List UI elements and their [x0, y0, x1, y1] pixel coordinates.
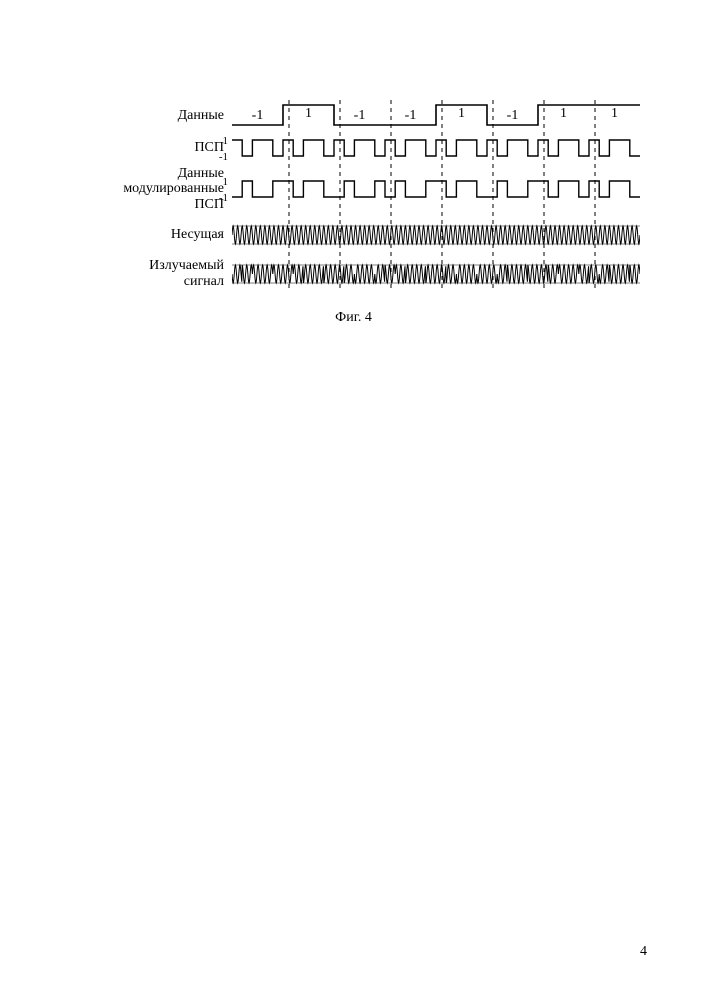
row-data: Данные -1 1 -1 -1 1 -1 1 1: [70, 100, 640, 132]
plot-psp: 1-1: [232, 134, 640, 162]
plot-data: -1 1 -1 -1 1 -1 1 1: [232, 100, 640, 132]
page: Данные -11-1-11-111 ПСП 1-1 Данные модул…: [0, 0, 707, 1000]
figure-caption: Фиг. 4: [0, 310, 707, 326]
svg-text:-1: -1: [219, 192, 228, 204]
plot-mod: 1-1: [232, 175, 640, 203]
label-mod-line2: модулированные: [123, 181, 224, 196]
svg-text:1: 1: [305, 106, 312, 121]
svg-text:-1: -1: [252, 108, 264, 123]
figure-4: Данные -11-1-11-111 ПСП 1-1 Данные модул…: [70, 100, 640, 289]
label-emitted-line2: сигнал: [184, 274, 224, 289]
svg-text:1: 1: [223, 176, 229, 188]
label-carrier: Несущая: [70, 227, 232, 242]
row-psp: ПСП 1-1: [70, 134, 640, 162]
svg-text:-1: -1: [354, 108, 366, 123]
svg-text:1: 1: [611, 106, 618, 121]
label-mod: Данные модулированные ПСП: [70, 166, 232, 212]
svg-text:-1: -1: [507, 108, 519, 123]
svg-text:-1: -1: [219, 151, 228, 163]
row-emitted: Излучаемый сигнал: [70, 258, 640, 289]
label-emitted: Излучаемый сигнал: [70, 258, 232, 289]
label-emitted-line1: Излучаемый: [149, 258, 224, 273]
label-data: Данные: [70, 108, 232, 123]
row-mod: Данные модулированные ПСП 1-1: [70, 166, 640, 212]
row-carrier: Несущая: [70, 222, 640, 248]
svg-text:1: 1: [560, 106, 567, 121]
plot-emitted: [232, 261, 640, 287]
svg-text:1: 1: [458, 106, 465, 121]
plot-carrier: [232, 222, 640, 248]
page-number: 4: [640, 944, 647, 960]
svg-text:1: 1: [223, 135, 229, 147]
svg-text:-1: -1: [405, 108, 417, 123]
label-mod-line1: Данные: [178, 166, 224, 181]
label-psp: ПСП: [70, 140, 232, 155]
